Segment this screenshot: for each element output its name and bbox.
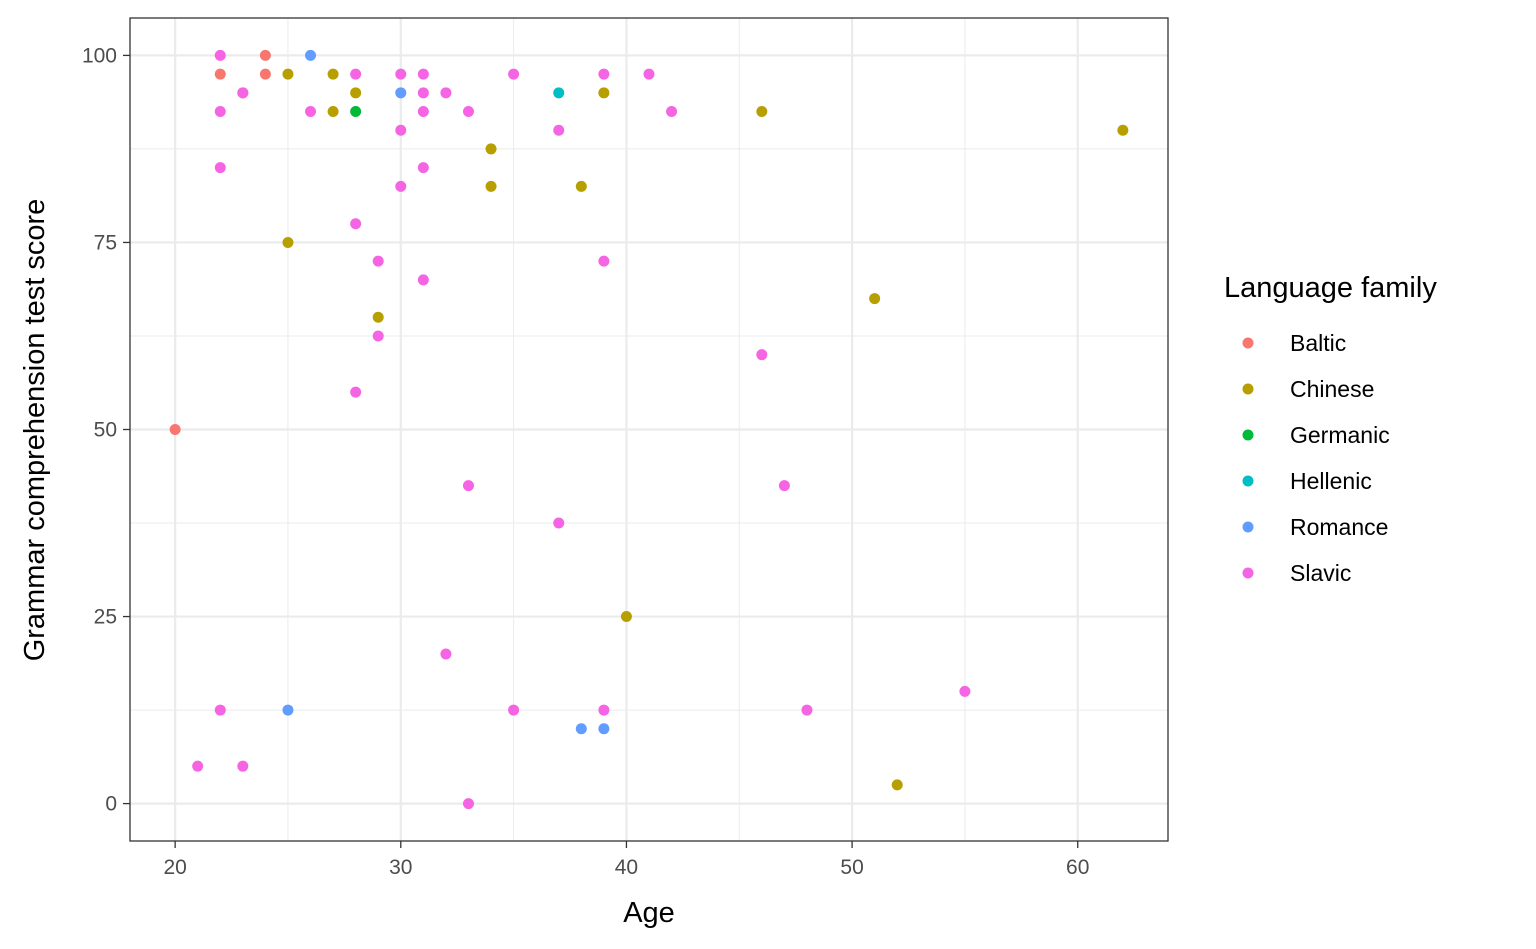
point-slavic [350, 68, 362, 80]
point-chinese [756, 106, 768, 118]
point-slavic [959, 685, 971, 697]
legend-key-baltic [1242, 337, 1254, 349]
y-tick-label: 100 [82, 44, 117, 67]
minor-gridlines [130, 18, 1168, 841]
point-romance [395, 87, 407, 99]
legend-label-germanic: Germanic [1290, 422, 1390, 448]
point-slavic [395, 180, 407, 192]
legend-key-chinese [1242, 383, 1254, 395]
major-gridlines [130, 18, 1168, 841]
point-baltic [259, 49, 271, 61]
point-chinese [372, 311, 384, 323]
point-slavic [440, 648, 452, 660]
point-baltic [259, 68, 271, 80]
legend-key-hellenic [1242, 475, 1254, 487]
point-slavic [214, 162, 226, 174]
point-slavic [192, 760, 204, 772]
point-slavic [598, 255, 610, 267]
point-chinese [620, 611, 632, 623]
legend-items: Baltic Chinese Germanic Hellenic Romance Slav… [1242, 330, 1390, 586]
legend: Language family Baltic Chinese Germanic Hel… [1224, 272, 1437, 586]
point-romance [575, 723, 587, 735]
point-slavic [417, 68, 429, 80]
x-axis-title: Age [623, 897, 675, 929]
point-slavic [214, 704, 226, 716]
y-tick-label: 25 [94, 606, 117, 629]
point-slavic [417, 274, 429, 286]
point-baltic [169, 424, 181, 435]
legend-label-chinese: Chinese [1290, 376, 1374, 402]
point-slavic [462, 798, 474, 810]
x-axis-ticks: 20 30 40 50 60 [163, 841, 1089, 879]
point-chinese [485, 143, 497, 155]
point-slavic [395, 124, 407, 136]
x-tick-label: 50 [840, 856, 863, 879]
point-chinese [485, 180, 497, 192]
point-slavic [237, 87, 249, 99]
point-slavic [508, 68, 520, 80]
point-chinese [869, 293, 881, 305]
point-slavic [666, 106, 678, 118]
point-slavic [417, 162, 429, 174]
point-romance [305, 49, 317, 61]
point-slavic [756, 349, 768, 361]
point-slavic [417, 87, 429, 99]
point-slavic [350, 218, 362, 230]
point-chinese [327, 68, 339, 80]
y-tick-label: 0 [105, 793, 117, 816]
y-tick-label: 75 [94, 231, 117, 254]
point-chinese [327, 106, 339, 118]
point-slavic [395, 68, 407, 80]
point-chinese [350, 87, 362, 99]
point-baltic [214, 68, 226, 80]
point-slavic [417, 106, 429, 118]
point-chinese [1117, 124, 1129, 136]
point-slavic [553, 124, 565, 136]
legend-title: Language family [1224, 272, 1437, 304]
point-chinese [891, 779, 903, 791]
data-points [169, 49, 1129, 810]
legend-key-slavic [1242, 567, 1254, 579]
point-germanic [350, 106, 362, 118]
point-slavic [237, 760, 249, 772]
point-chinese [282, 68, 294, 80]
point-slavic [462, 480, 474, 492]
y-tick-label: 50 [94, 419, 117, 442]
point-romance [598, 723, 610, 735]
legend-label-hellenic: Hellenic [1290, 468, 1372, 494]
x-tick-label: 20 [163, 856, 186, 879]
point-chinese [598, 87, 610, 99]
point-slavic [508, 704, 520, 716]
point-slavic [778, 480, 790, 492]
point-slavic [801, 704, 813, 716]
legend-label-slavic: Slavic [1290, 560, 1351, 586]
point-slavic [305, 106, 317, 118]
legend-label-baltic: Baltic [1290, 330, 1346, 356]
point-slavic [372, 255, 384, 267]
legend-key-germanic [1242, 429, 1254, 441]
point-chinese [282, 236, 294, 248]
y-axis-title: Grammar comprehension test score [19, 199, 51, 662]
point-slavic [350, 386, 362, 398]
point-slavic [440, 87, 452, 99]
x-tick-label: 60 [1066, 856, 1089, 879]
point-slavic [598, 68, 610, 80]
y-axis-ticks: 0 25 50 75 100 [82, 44, 130, 816]
point-slavic [372, 330, 384, 342]
legend-key-romance [1242, 521, 1254, 533]
point-romance [282, 704, 294, 716]
point-chinese [575, 180, 587, 192]
point-slavic [643, 68, 655, 80]
point-slavic [214, 49, 226, 61]
legend-label-romance: Romance [1290, 514, 1388, 540]
x-tick-label: 30 [389, 856, 412, 879]
point-hellenic [553, 87, 565, 99]
point-slavic [553, 517, 565, 529]
x-tick-label: 40 [615, 856, 638, 879]
point-slavic [214, 106, 226, 118]
point-slavic [462, 106, 474, 118]
point-slavic [598, 704, 610, 716]
